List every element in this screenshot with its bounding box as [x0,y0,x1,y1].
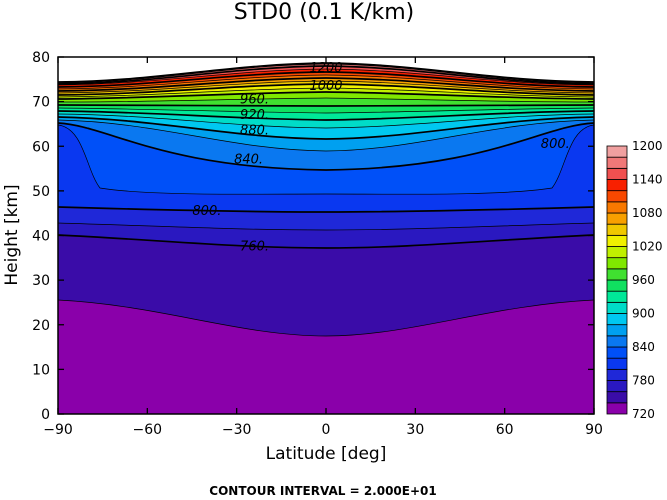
colorbar-swatch [606,313,628,326]
colorbar-label: 1020 [632,240,663,254]
colorbar: 720 780 840 900 960 1020 1080 1140 1200 [606,139,663,421]
colorbar-swatch [606,268,628,281]
colorbar-swatch [606,368,628,381]
contour-label: 760. [240,240,269,255]
colorbar-swatch [606,391,628,404]
colorbar-label: 900 [632,307,655,321]
colorbar-label: 840 [632,340,655,354]
contour-label: 1200 [309,61,342,76]
y-tick-label: 50 [32,184,50,200]
contour-label: 920. [240,108,269,123]
colorbar-label: 1200 [632,139,663,153]
contour-label-layer: 1200 1000 960.920.880. 840. 800. 800. 760. [192,61,569,255]
y-tick-label: 30 [32,273,50,289]
colorbar-swatch [606,223,628,236]
y-tick-label: 20 [32,318,50,334]
x-tick-label: 30 [406,422,424,438]
colorbar-swatch [606,156,628,169]
colorbar-swatch [606,201,628,214]
colorbar-label: 780 [632,374,655,388]
contour-label: 840. [234,153,263,168]
colorbar-swatch [606,335,628,348]
x-axis-label: Latitude [deg] [266,444,387,464]
y-tick-label: 60 [32,139,50,155]
contour-label: 1000 [309,79,342,94]
colorbar-swatch [606,324,628,337]
x-tick-label: 0 [322,422,331,438]
colorbar-swatch [606,357,628,370]
chart-title: STD0 (0.1 K/km) [234,0,415,25]
x-axis: −90 −60 −30 0 30 60 90 [43,57,603,438]
x-tick-label: −60 [133,422,163,438]
colorbar-swatch [606,290,628,303]
colorbar-swatch [606,301,628,314]
y-axis: 0 10 20 30 40 50 60 70 80 [32,50,594,423]
colorbar-swatch [606,402,628,415]
colorbar-swatch [606,212,628,225]
colorbar-swatch [606,346,628,359]
contour-label: 800. [192,204,221,219]
colorbar-label: 720 [632,407,655,421]
colorbar-label: 960 [632,273,655,287]
colorbar-swatch [606,279,628,292]
contour-lines [58,62,594,337]
colorbar-label: 1140 [632,173,663,187]
y-tick-label: 70 [32,95,50,111]
x-tick-label: −90 [43,422,73,438]
colorbar-swatch [606,179,628,192]
y-axis-label: Height [km] [2,184,22,285]
y-tick-label: 10 [32,362,50,378]
contour-label: 960. [240,92,269,107]
colorbar-swatch [606,145,628,158]
x-tick-label: 90 [585,422,603,438]
contour-interval-note: CONTOUR INTERVAL = 2.000E+01 [209,484,436,498]
colorbar-swatch [606,246,628,259]
contour-label: 880. [240,124,269,139]
y-tick-label: 40 [32,229,50,245]
y-tick-label: 0 [41,407,50,423]
colorbar-swatch [606,167,628,180]
x-tick-label: 60 [496,422,514,438]
colorbar-swatch [606,234,628,247]
colorbar-swatch [606,190,628,203]
x-tick-label: −30 [222,422,252,438]
top-white-region [58,57,594,82]
y-tick-label: 80 [32,50,50,66]
colorbar-swatch [606,380,628,393]
contour-label: 800. [541,137,570,152]
colorbar-label: 1080 [632,206,663,220]
colorbar-swatch [606,257,628,270]
plot-area: 1200 1000 960.920.880. 840. 800. 800. 760. [58,57,594,414]
